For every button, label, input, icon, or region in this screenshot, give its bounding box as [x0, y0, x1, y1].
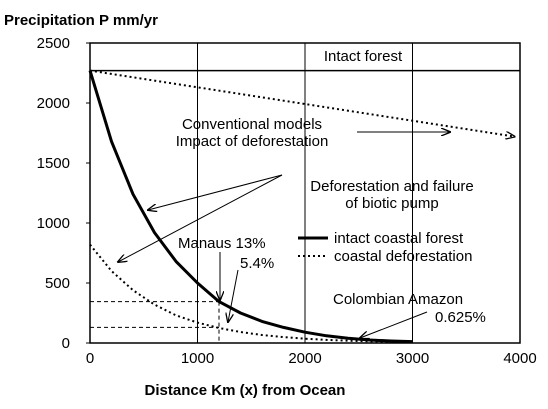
- y-tick-500: 500: [45, 275, 70, 292]
- grid-lines: [197, 43, 413, 343]
- y-axis-title: Precipitation P mm/yr: [4, 12, 158, 29]
- series-conventional-models: [89, 69, 515, 137]
- impact-deforestation-label: Impact of deforestation: [176, 133, 329, 150]
- biotic-pump-label-1: Deforestation and failure: [310, 178, 473, 195]
- annotation-arrows: [118, 132, 450, 338]
- x-tick-1000: 1000: [181, 350, 214, 367]
- biotic-arrow-1: [148, 174, 283, 210]
- colombian-arrow: [360, 311, 428, 338]
- x-tick-4000: 4000: [503, 350, 536, 367]
- y-tick-2000: 2000: [37, 95, 70, 112]
- x-tick-3000: 3000: [396, 350, 429, 367]
- y-tick-2500: 2500: [37, 35, 70, 52]
- biotic-arrow-2: [118, 174, 283, 262]
- colombian-amazon-label: Colombian Amazon: [333, 291, 463, 308]
- y-tick-0: 0: [62, 335, 70, 352]
- series-coastal-deforestation: [89, 243, 413, 343]
- tick-labels: 0 500 1000 1500 2000 2500 0 1000 2000 3000 4000: [37, 35, 537, 367]
- manaus-label: Manaus 13%: [178, 235, 266, 252]
- y-tick-1500: 1500: [37, 155, 70, 172]
- conventional-models-label: Conventional models: [182, 116, 322, 133]
- legend: intact coastal forest coastal deforestat…: [298, 230, 472, 265]
- x-tick-2000: 2000: [288, 350, 321, 367]
- intact-forest-label: Intact forest: [324, 48, 403, 65]
- colombian-pct-label: 0.625%: [435, 309, 486, 326]
- legend-label-intact: intact coastal forest: [334, 230, 464, 247]
- y-tick-1000: 1000: [37, 215, 70, 232]
- manaus-pct-label: 5.4%: [240, 255, 274, 272]
- x-axis-title: Distance Km (x) from Ocean: [145, 382, 346, 399]
- biotic-pump-label-2: of biotic pump: [345, 195, 438, 212]
- manaus-pct-arrow: [228, 269, 239, 322]
- guide-lines: [90, 301, 220, 343]
- legend-label-deforestation: coastal deforestation: [334, 248, 472, 265]
- x-tick-0: 0: [86, 350, 94, 367]
